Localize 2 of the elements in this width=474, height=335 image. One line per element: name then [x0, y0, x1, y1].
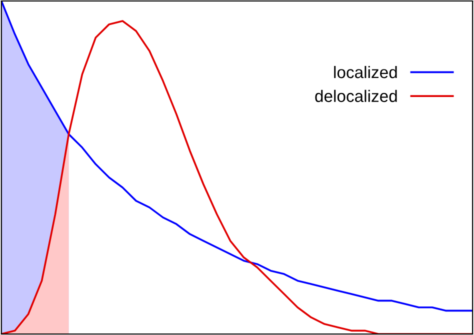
legend-label: delocalized: [315, 90, 397, 102]
legend-label: localized: [334, 66, 397, 78]
